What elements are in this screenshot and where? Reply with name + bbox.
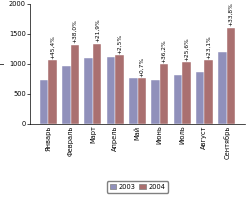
Bar [129, 78, 138, 124]
Bar [48, 60, 57, 124]
Bar [218, 52, 227, 124]
Text: +25,6%: +25,6% [184, 37, 189, 61]
Bar [160, 64, 168, 124]
Text: +2,5%: +2,5% [117, 33, 122, 54]
Bar [182, 62, 190, 124]
Bar [196, 72, 204, 124]
Bar [227, 28, 235, 124]
Text: +33,8%: +33,8% [228, 2, 234, 26]
Bar [107, 57, 115, 124]
Bar [93, 44, 101, 124]
Bar [174, 75, 182, 124]
Text: +36,2%: +36,2% [162, 39, 166, 63]
Text: +0,7%: +0,7% [139, 56, 144, 77]
Bar [62, 66, 70, 124]
Bar [70, 45, 79, 124]
Bar [84, 58, 93, 124]
Bar [151, 80, 160, 124]
Bar [138, 78, 146, 124]
Text: +38,0%: +38,0% [72, 19, 77, 43]
Text: +21,9%: +21,9% [94, 18, 100, 42]
Y-axis label: Т: Т [0, 62, 8, 66]
Legend: 2003, 2004: 2003, 2004 [107, 181, 168, 193]
Bar [40, 80, 48, 124]
Text: +23,1%: +23,1% [206, 35, 211, 59]
Bar [204, 60, 213, 124]
Bar [115, 55, 124, 124]
Text: +45,4%: +45,4% [50, 35, 55, 59]
